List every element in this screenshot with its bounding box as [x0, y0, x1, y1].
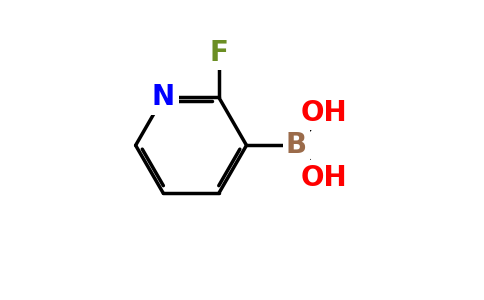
Text: OH: OH: [301, 99, 347, 127]
Text: B: B: [286, 131, 307, 159]
Text: F: F: [210, 39, 228, 67]
Text: OH: OH: [301, 164, 347, 192]
Text: N: N: [152, 83, 175, 111]
